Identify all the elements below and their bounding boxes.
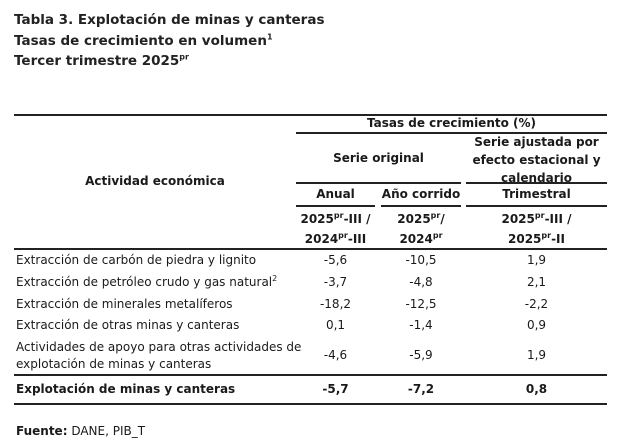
header-annual: Anual [316, 187, 355, 201]
year: 2024 [399, 232, 433, 246]
cell-quarterly: 2,1 [526, 275, 547, 289]
header-ytd: Año corrido [381, 187, 461, 201]
cell-ytd: -1,4 [409, 318, 433, 332]
cell-quarterly: 1,9 [526, 348, 547, 362]
suffix: -III / [343, 212, 371, 226]
label-line: Actividades de apoyo para otras activida… [16, 340, 302, 354]
cell-annual: -4,6 [323, 348, 348, 362]
total-annual: -5,7 [322, 382, 349, 396]
total-ytd: -7,2 [407, 382, 435, 396]
row-label: Extracción de minerales metalíferos [16, 297, 233, 311]
rule-top [14, 114, 607, 116]
cell-quarterly: 0,9 [526, 318, 547, 332]
cell-annual: -3,7 [323, 275, 348, 289]
row-label: Actividades de apoyo para otras activida… [16, 339, 301, 373]
annual-period: 2025pr-III / 2024pr-III [296, 209, 375, 249]
rule-header-bottom [14, 248, 607, 250]
suffix: -III / [544, 212, 572, 226]
row-label: Extracción de otras minas y canteras [16, 318, 240, 332]
superscript: pr [179, 52, 189, 62]
footnote-mark: 2 [272, 274, 278, 283]
total-quarterly: 0,8 [525, 382, 548, 396]
label-line: explotación de minas y canteras [16, 357, 212, 371]
cell-ytd: -12,5 [405, 297, 437, 311]
adjusted-line: Serie ajustada por [474, 135, 599, 149]
rule-adjusted [466, 182, 607, 184]
cell-quarterly: -2,2 [524, 297, 549, 311]
rule-bottom [14, 403, 607, 405]
subtitle-text: Tasas de crecimiento en volumen [14, 33, 267, 49]
period-text: Tercer trimestre 2025 [14, 53, 180, 69]
year: 2025 [501, 212, 535, 226]
source-value: DANE, PIB_T [67, 424, 146, 438]
ytd-period: 2025pr/ 2024pr [381, 209, 461, 249]
quarterly-period: 2025pr-III / 2025pr-II [466, 209, 607, 249]
rule-original [296, 182, 461, 184]
rule-growth [296, 132, 607, 134]
sup: pr [430, 211, 441, 220]
suffix: / [440, 212, 445, 226]
source-note: Fuente: DANE, PIB_T [16, 423, 145, 440]
adjusted-line: calendario [501, 171, 572, 185]
cell-quarterly: 1,9 [526, 253, 547, 267]
sup: pr [541, 231, 552, 240]
footnote-mark: 1 [266, 32, 273, 42]
sup: pr [432, 231, 443, 240]
label-text: Extracción de petróleo crudo y gas natur… [16, 275, 273, 289]
header-activity: Actividad económica [85, 174, 225, 188]
row-label: Extracción de carbón de piedra y lignito [16, 253, 257, 267]
rule-ytd [381, 205, 461, 207]
sup: pr [534, 211, 545, 220]
cell-ytd: -4,8 [409, 275, 433, 289]
sup: pr [333, 211, 344, 220]
rule-annual [296, 205, 375, 207]
year: 2024 [304, 232, 339, 246]
cell-annual: -5,6 [323, 253, 348, 267]
total-label: Explotación de minas y canteras [16, 382, 236, 396]
sup: pr [338, 231, 348, 240]
cell-ytd: -10,5 [405, 253, 437, 267]
header-adjusted: Serie ajustada por efecto estacional y c… [466, 133, 607, 187]
cell-ytd: -5,9 [409, 348, 433, 362]
header-growth: Tasas de crecimiento (%) [366, 116, 537, 130]
table-title: Tabla 3. Explotación de minas y canteras [14, 12, 325, 28]
rule-quarterly [466, 205, 607, 207]
year: 2025 [397, 212, 431, 226]
header-original: Serie original [333, 151, 424, 165]
header-quarterly: Trimestral [502, 187, 571, 201]
year: 2025 [508, 232, 542, 246]
table-period: Tercer trimestre 2025pr [14, 53, 189, 69]
suffix: -II [551, 232, 565, 246]
adjusted-line: efecto estacional y [472, 153, 601, 167]
suffix: -III [347, 232, 367, 246]
cell-annual: -18,2 [319, 297, 352, 311]
cell-annual: 0,1 [325, 318, 346, 332]
row-label: Extracción de petróleo crudo y gas natur… [16, 274, 277, 291]
source-label: Fuente: [16, 424, 68, 438]
year: 2025 [300, 212, 334, 226]
table-subtitle: Tasas de crecimiento en volumen1 [14, 33, 273, 49]
rule-total-top [14, 374, 607, 376]
